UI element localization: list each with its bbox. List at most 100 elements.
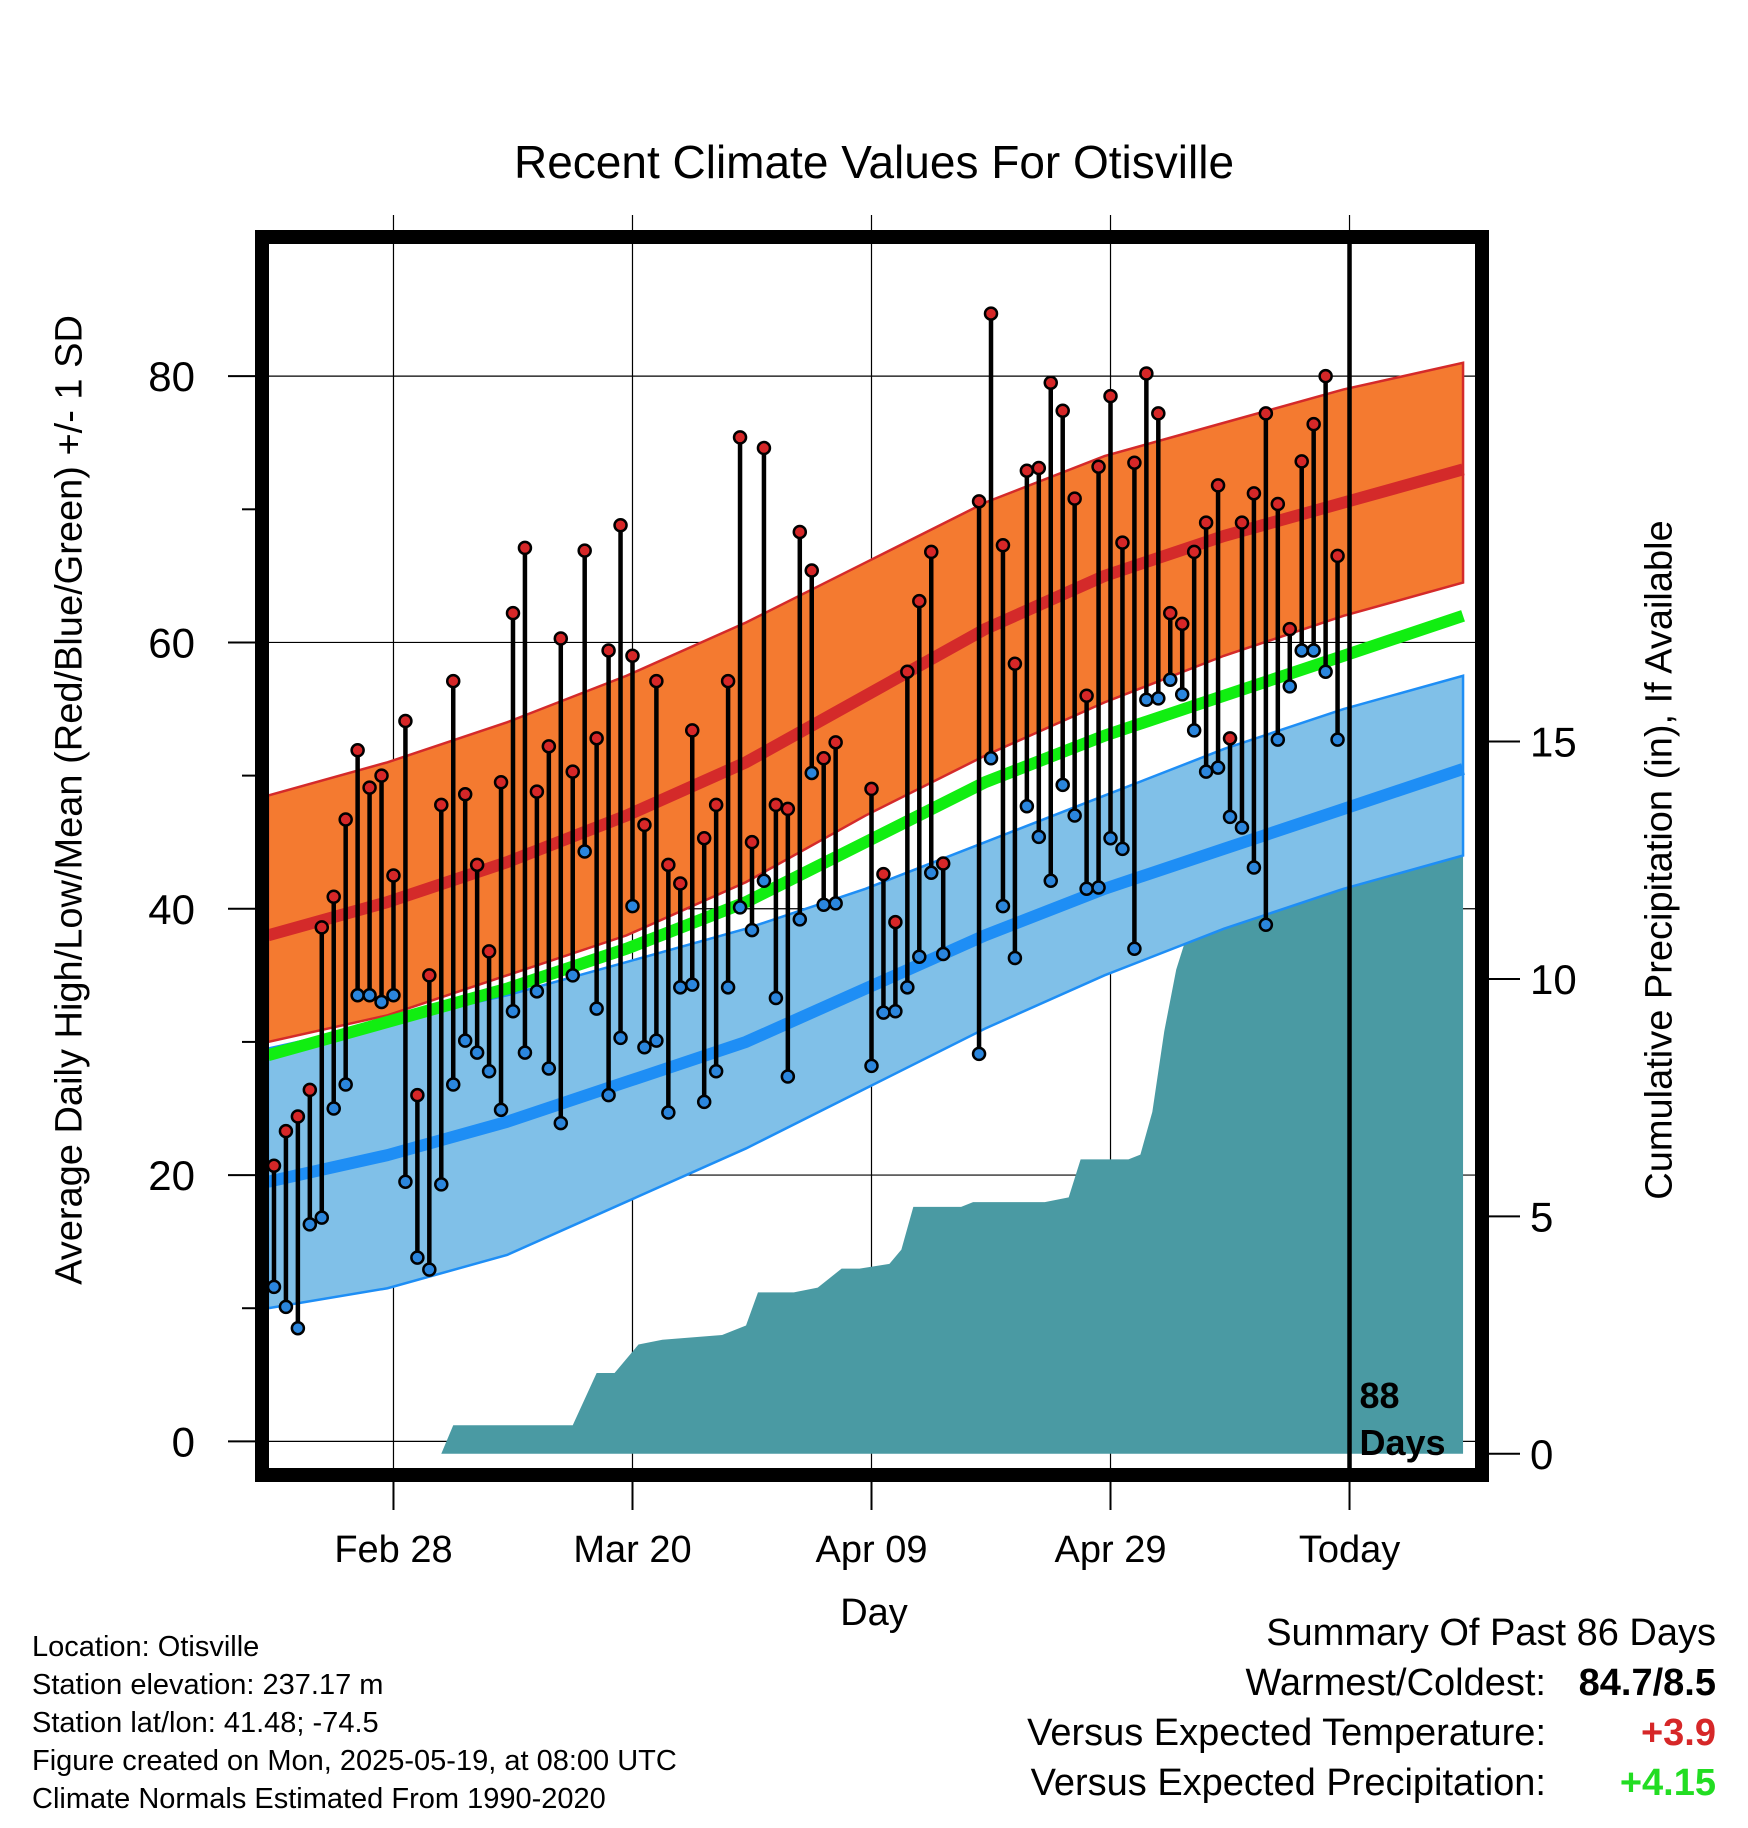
- high-point: [493, 775, 509, 790]
- low-point: [661, 1105, 676, 1120]
- high-point: [410, 1087, 425, 1103]
- high-point: [1234, 515, 1250, 530]
- high-point: [1043, 375, 1059, 391]
- low-point: [565, 968, 580, 983]
- high-point: [625, 648, 640, 664]
- low-point: [1318, 664, 1333, 679]
- high-point: [732, 430, 748, 445]
- low-point: [1139, 692, 1154, 707]
- low-point: [900, 980, 915, 995]
- y-axis-right-label: Cumulative Precipitation (in), If Availa…: [1638, 520, 1681, 1200]
- low-point: [422, 1262, 437, 1277]
- low-point: [314, 1210, 330, 1225]
- high-point: [398, 713, 413, 729]
- y-right-tick-label: 10: [1530, 956, 1577, 1003]
- low-point: [589, 1001, 604, 1016]
- low-point: [1306, 643, 1321, 658]
- low-point: [1198, 764, 1214, 779]
- high-point: [601, 643, 616, 658]
- high-point: [1103, 388, 1118, 404]
- high-point: [935, 856, 951, 871]
- low-point: [1210, 760, 1226, 775]
- y-left-tick-label: 20: [148, 1152, 195, 1199]
- low-point: [374, 994, 389, 1010]
- high-point: [637, 817, 652, 833]
- low-point: [637, 1039, 652, 1055]
- high-point: [696, 830, 712, 846]
- footer-location: Location: Otisville: [32, 1631, 260, 1663]
- low-point: [744, 922, 760, 938]
- high-point: [434, 797, 449, 813]
- low-point: [1234, 820, 1250, 835]
- low-point: [912, 949, 927, 964]
- high-point: [350, 743, 365, 758]
- high-point: [995, 538, 1011, 553]
- days-word-label: Days: [1360, 1422, 1446, 1463]
- summary-temp-row: Versus Expected Temperature: +3.9: [1027, 1712, 1716, 1755]
- summary-warmest-label: Warmest/Coldest:: [1245, 1662, 1546, 1704]
- high-point: [828, 735, 843, 750]
- summary-warmest-row: Warmest/Coldest: 84.7/8.5: [1245, 1662, 1716, 1705]
- plot-frame: [255, 230, 1489, 1482]
- low-point: [362, 988, 377, 1003]
- high-point: [613, 518, 628, 533]
- high-point: [768, 797, 784, 813]
- low-point: [708, 1063, 724, 1079]
- high-point: [505, 605, 521, 621]
- footer-created: Figure created on Mon, 2025-05-19, at 08…: [32, 1745, 677, 1777]
- low-point: [386, 988, 401, 1003]
- low-point: [410, 1250, 425, 1265]
- low-point: [792, 912, 808, 927]
- low-point: [1031, 829, 1047, 845]
- low-point: [469, 1045, 485, 1060]
- summary-temp-label: Versus Expected Temperature:: [1027, 1712, 1546, 1754]
- footer-latlon: Station lat/lon: 41.48; -74.5: [32, 1707, 379, 1739]
- high-point: [708, 797, 724, 813]
- x-tick-label: Mar 20: [573, 1529, 691, 1571]
- low-point: [732, 900, 748, 915]
- high-point: [278, 1123, 294, 1139]
- low-point: [756, 873, 772, 889]
- low-point: [1330, 732, 1345, 747]
- high-point: [1270, 496, 1286, 512]
- low-point: [493, 1102, 509, 1118]
- low-point: [434, 1177, 449, 1192]
- low-point: [888, 1004, 903, 1019]
- low-point: [517, 1045, 533, 1060]
- high-point: [386, 868, 401, 883]
- today-marker: 88 Days: [1347, 243, 1446, 1468]
- high-point: [816, 751, 831, 766]
- low-point: [684, 977, 700, 992]
- low-point: [1079, 881, 1094, 897]
- low-point: [720, 980, 736, 995]
- high-point: [1306, 416, 1321, 432]
- low-point: [350, 988, 365, 1003]
- low-point: [481, 1063, 497, 1079]
- high-point: [1163, 605, 1178, 621]
- low-point: [541, 1061, 557, 1076]
- high-point: [565, 764, 580, 779]
- low-point: [338, 1077, 353, 1092]
- high-point: [876, 866, 891, 882]
- y-right-tick-label: 0: [1530, 1431, 1553, 1478]
- x-axis-label: Day: [840, 1592, 908, 1634]
- high-point: [1127, 455, 1142, 470]
- high-point: [888, 914, 903, 930]
- low-point: [1174, 687, 1190, 702]
- high-point: [684, 723, 700, 738]
- low-point: [804, 765, 819, 781]
- low-point: [876, 1005, 891, 1020]
- low-point: [983, 751, 999, 766]
- summary-temp-value: +3.9: [1640, 1712, 1716, 1754]
- precip-cumulative-area: [268, 736, 1464, 1454]
- high-point: [517, 540, 533, 556]
- low-point: [625, 898, 640, 914]
- high-point: [900, 664, 915, 679]
- y-left-tick-label: 40: [148, 886, 195, 933]
- high-point: [1031, 460, 1047, 476]
- low-point: [326, 1101, 341, 1116]
- summary-title: Summary Of Past 86 Days: [1266, 1612, 1716, 1654]
- y-left-tick-label: 60: [148, 619, 195, 666]
- high-point: [744, 834, 760, 850]
